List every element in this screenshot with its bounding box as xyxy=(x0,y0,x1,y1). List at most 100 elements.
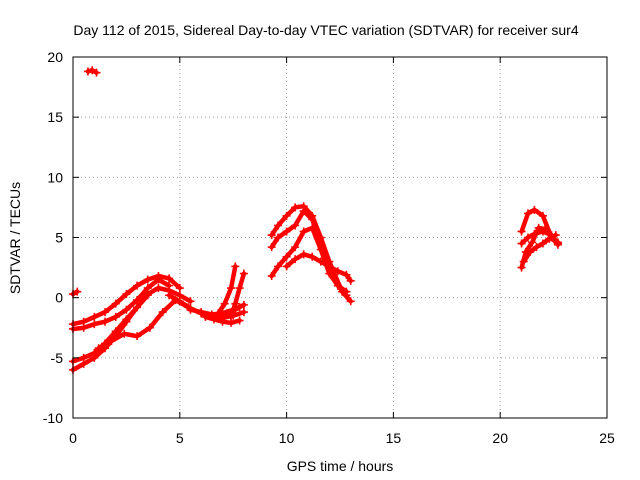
data-point xyxy=(175,297,184,306)
data-point xyxy=(122,305,131,314)
data-point xyxy=(523,233,532,242)
data-point xyxy=(209,315,218,324)
data-point xyxy=(90,349,99,358)
data-point xyxy=(227,318,236,327)
data-point xyxy=(107,336,116,345)
y-tick-label: 10 xyxy=(47,169,63,185)
data-point xyxy=(519,257,528,266)
data-point xyxy=(165,274,174,283)
data-point xyxy=(545,234,554,243)
data-point xyxy=(120,329,129,338)
x-axis-label: GPS time / hours xyxy=(287,458,394,474)
data-point xyxy=(214,309,223,318)
data-point xyxy=(316,257,325,266)
y-axis-label: SDTVAR / TECUs xyxy=(7,182,23,294)
data-point xyxy=(267,243,276,252)
x-tick-label: 20 xyxy=(492,430,508,446)
x-tick-label: 10 xyxy=(279,430,295,446)
data-point xyxy=(165,291,174,300)
data-point xyxy=(145,323,154,332)
series-trace xyxy=(201,312,244,327)
data-point xyxy=(143,275,152,284)
data-point xyxy=(186,305,195,314)
data-point xyxy=(111,299,120,308)
y-tick-label: 0 xyxy=(55,290,63,306)
data-point xyxy=(101,317,110,326)
data-point xyxy=(553,240,562,249)
data-point xyxy=(291,203,300,212)
data-point xyxy=(122,315,131,324)
data-point xyxy=(92,68,101,77)
data-point xyxy=(201,312,210,321)
data-point xyxy=(532,243,541,252)
x-tick-label: 5 xyxy=(176,430,184,446)
data-point xyxy=(111,327,120,336)
y-tick-label: -10 xyxy=(43,410,63,426)
data-point xyxy=(325,262,334,271)
series-line xyxy=(269,203,353,304)
data-point xyxy=(122,290,131,299)
data-point xyxy=(79,353,88,362)
y-tick-labels: -10 -5 0 5 10 15 20 xyxy=(43,49,63,426)
data-point xyxy=(528,238,537,247)
series-line xyxy=(70,293,151,364)
data-point xyxy=(282,211,291,220)
data-point xyxy=(291,243,300,252)
series-trace xyxy=(83,66,101,77)
series-trace xyxy=(227,269,248,320)
series-trace xyxy=(214,262,240,318)
data-point xyxy=(299,227,308,236)
data-point xyxy=(342,270,351,279)
data-point xyxy=(534,223,543,232)
data-point xyxy=(231,299,240,308)
data-point xyxy=(333,267,342,276)
gridlines xyxy=(73,57,607,418)
data-point xyxy=(83,67,92,76)
data-point xyxy=(154,284,163,293)
data-point xyxy=(218,317,227,326)
data-point xyxy=(239,269,248,278)
y-tick-label: 5 xyxy=(55,230,63,246)
data-point xyxy=(282,227,291,236)
data-point xyxy=(235,284,244,293)
series-trace xyxy=(282,250,355,285)
data-point xyxy=(239,308,248,317)
data-point xyxy=(291,255,300,264)
data-point xyxy=(523,209,532,218)
data-point xyxy=(526,247,535,256)
data-point xyxy=(186,297,195,306)
data-point xyxy=(346,276,355,285)
data-point xyxy=(541,225,550,234)
data-point xyxy=(88,66,97,75)
data-point xyxy=(133,332,142,341)
series-trace xyxy=(267,202,355,306)
data-point xyxy=(133,281,142,290)
data-point xyxy=(308,211,317,220)
data-point xyxy=(220,299,229,308)
x-tick-label: 15 xyxy=(386,430,402,446)
data-point xyxy=(143,291,152,300)
data-point xyxy=(90,312,99,321)
data-point xyxy=(231,262,240,271)
data-point xyxy=(316,233,325,242)
data-point xyxy=(291,221,300,230)
data-point xyxy=(274,262,283,271)
data-point xyxy=(538,239,547,248)
data-point xyxy=(282,262,291,271)
y-tick-label: -5 xyxy=(51,350,64,366)
x-tick-labels: 0 5 10 15 20 25 xyxy=(69,430,615,446)
data-point xyxy=(79,317,88,326)
data-point xyxy=(274,221,283,230)
data-point xyxy=(346,297,355,306)
data-point xyxy=(517,227,526,236)
axis-ticks xyxy=(72,56,608,419)
data-point xyxy=(133,303,142,312)
series-trace xyxy=(69,272,184,329)
series-line xyxy=(269,208,349,298)
data-point xyxy=(308,252,317,261)
data-point xyxy=(101,308,110,317)
data-point xyxy=(111,312,120,321)
chart-title: Day 112 of 2015, Sidereal Day-to-day VTE… xyxy=(73,22,578,38)
data-point xyxy=(274,233,283,242)
data-point xyxy=(517,263,526,272)
